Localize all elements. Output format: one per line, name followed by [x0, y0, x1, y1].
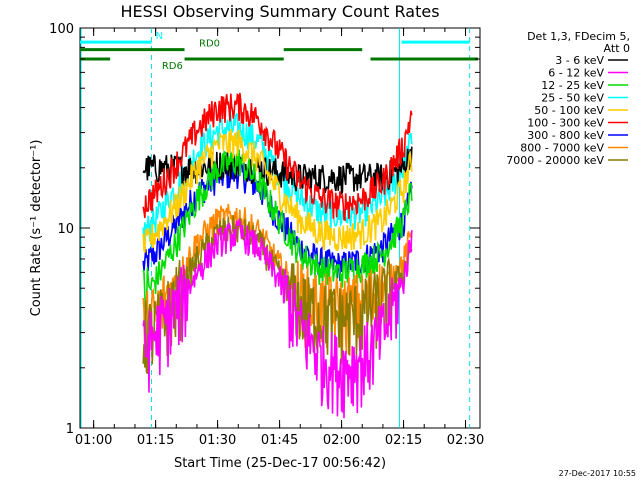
x-tick-label-0: 01:00 — [75, 433, 112, 448]
vertical-markers — [80, 28, 471, 428]
x-tick-label-4: 02:00 — [323, 433, 360, 448]
plot-area: N RD0 RD6 — [79, 27, 481, 429]
series-line-0 — [142, 146, 413, 196]
footer-date: 27-Dec-2017 10:55 — [559, 469, 636, 478]
series-line-1 — [142, 218, 413, 419]
legend-label-2: 12 - 25 keV — [541, 79, 604, 92]
y-axis: 1 10 100 — [49, 22, 480, 437]
legend-label-1: 6 - 12 keV — [548, 67, 604, 80]
series-line-6 — [142, 160, 413, 281]
status-label-rd6: RD6 — [162, 61, 183, 72]
x-axis-label: Start Time (25-Dec-17 00:56:42) — [174, 456, 386, 471]
status-label-n: N — [156, 31, 163, 42]
status-bars: N RD0 RD6 — [80, 31, 478, 72]
legend-label-8: 7000 - 20000 keV — [506, 154, 604, 167]
legend-header-line-2: Att 0 — [604, 42, 630, 55]
x-axis: 01:00 01:15 01:30 01:45 02:00 02:15 02:30 — [75, 28, 484, 448]
series-line-2 — [142, 149, 413, 318]
chart-title: HESSI Observing Summary Count Rates — [120, 2, 439, 21]
x-tick-label-3: 01:45 — [261, 433, 298, 448]
y-tick-label-1: 10 — [57, 222, 74, 237]
y-tick-label-0: 1 — [66, 422, 74, 437]
y-axis-label: Count Rate (s⁻¹ detector⁻¹) — [29, 140, 44, 317]
series-lines — [142, 92, 413, 419]
series-line-5 — [142, 92, 413, 222]
legend-label-6: 300 - 800 keV — [527, 129, 604, 142]
legend-label-0: 3 - 6 keV — [555, 54, 604, 67]
x-tick-label-1: 01:15 — [137, 433, 174, 448]
x-tick-label-2: 01:30 — [199, 433, 236, 448]
y-tick-label-2: 100 — [49, 22, 74, 37]
legend-header-line-1: Det 1,3, FDecim 5, — [527, 30, 630, 43]
legend-label-3: 25 - 50 keV — [541, 92, 604, 105]
x-tick-label-5: 02:15 — [385, 433, 422, 448]
series-line-4 — [142, 128, 413, 253]
legend-label-7: 800 - 7000 keV — [520, 142, 604, 155]
status-label-rd0: RD0 — [199, 39, 220, 50]
legend-label-4: 50 - 100 keV — [534, 104, 604, 117]
legend-label-5: 100 - 300 keV — [527, 117, 604, 130]
x-tick-label-6: 02:30 — [447, 433, 484, 448]
